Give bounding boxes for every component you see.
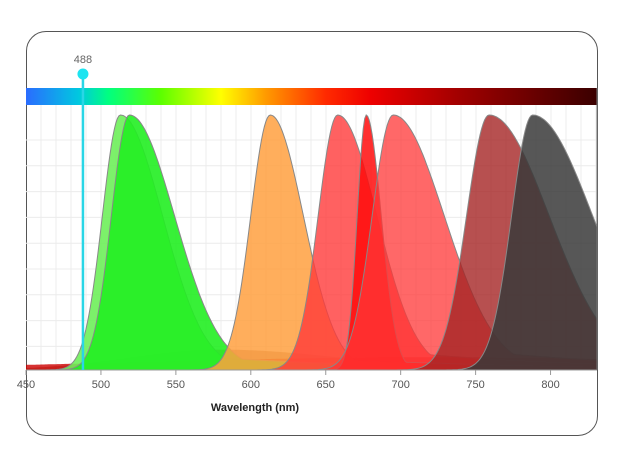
- emission-gray: [26, 114, 597, 370]
- x-tick-label: 600: [242, 379, 260, 391]
- x-axis-ticks: 450 500 550 600 650 700 750 800: [17, 370, 560, 391]
- x-axis-title: Wavelength (nm): [211, 402, 300, 414]
- x-tick-label: 750: [466, 379, 484, 391]
- x-tick-label: 500: [92, 379, 110, 391]
- laser-label: 488: [74, 54, 92, 66]
- x-tick-label: 550: [167, 379, 185, 391]
- spectrum-color-bar: [26, 88, 597, 105]
- emission-curves: [26, 114, 597, 370]
- x-tick-label: 700: [391, 379, 409, 391]
- emission-dark-red: [26, 114, 597, 370]
- x-tick-label: 800: [541, 379, 559, 391]
- laser-handle-icon[interactable]: [77, 68, 89, 80]
- x-tick-label: 450: [17, 379, 35, 391]
- x-tick-label: 650: [317, 379, 335, 391]
- laser-line-488[interactable]: 488: [74, 54, 92, 370]
